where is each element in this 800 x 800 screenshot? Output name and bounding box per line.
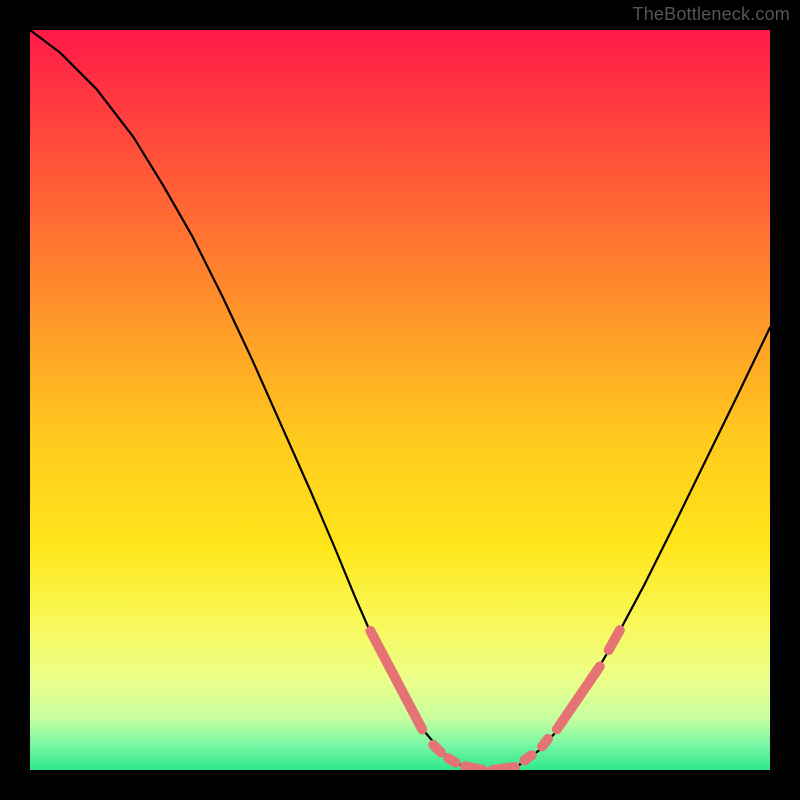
watermark-text: TheBottleneck.com [633, 4, 790, 25]
bottleneck-chart [0, 0, 800, 800]
highlight-segment [542, 739, 548, 746]
chart-stage: TheBottleneck.com [0, 0, 800, 800]
highlight-segment [465, 766, 483, 770]
chart-gradient-area [30, 30, 770, 770]
highlight-segment [493, 767, 515, 770]
highlight-segment [433, 745, 440, 752]
highlight-segment [524, 755, 531, 760]
highlight-segment [448, 758, 455, 762]
